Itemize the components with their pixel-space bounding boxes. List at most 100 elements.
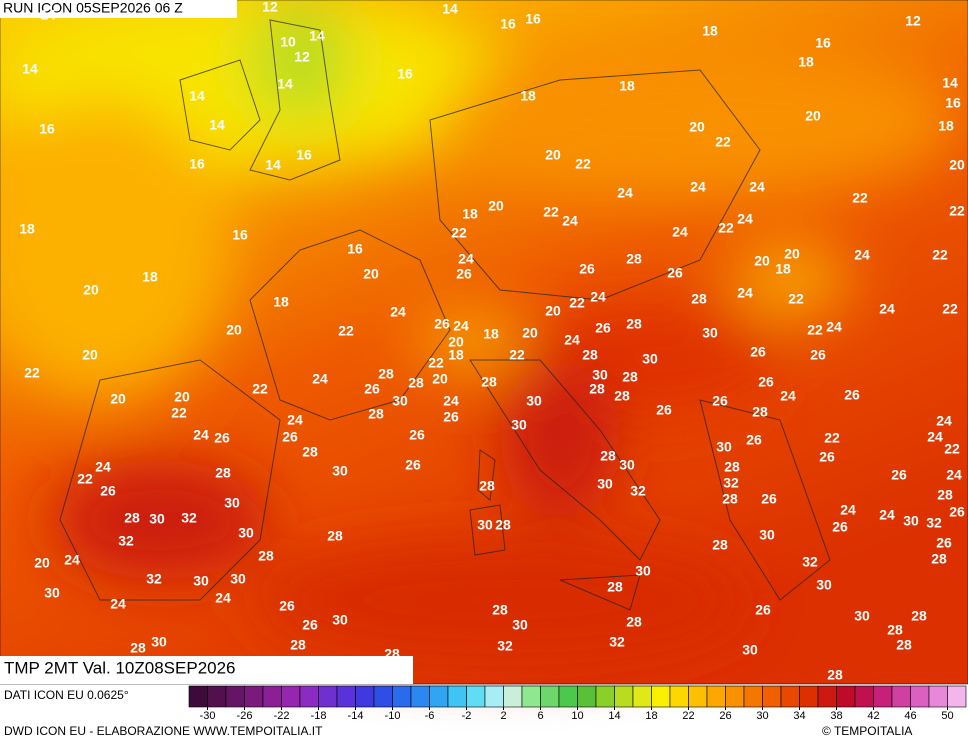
temperature-label: 22 [718,220,734,236]
color-swatch [373,685,393,708]
temperature-label: 24 [110,596,126,612]
temperature-label: 14 [309,28,325,44]
temperature-label: 30 [526,393,542,409]
temperature-label: 30 [642,351,658,367]
color-swatch [410,685,430,708]
temperature-label: 30 [716,439,732,455]
temperature-label: 26 [434,316,450,332]
color-swatch [817,685,837,708]
temperature-label: 24 [749,179,765,195]
temperature-label: 24 [562,213,578,229]
temperature-label: 26 [282,429,298,445]
color-swatch [299,685,319,708]
temperature-label: 22 [715,134,731,150]
temperature-label: 12 [905,13,921,29]
color-swatch [706,685,726,708]
temperature-label: 24 [215,590,231,606]
temperature-label: 22 [569,295,585,311]
temperature-label: 14 [209,117,225,133]
temperature-label: 22 [428,355,444,371]
temperature-label: 16 [347,241,363,257]
color-swatch [928,685,948,708]
temperature-label: 20 [448,334,464,350]
temperature-label: 30 [635,563,651,579]
temperature-label: 30 [597,476,613,492]
temperature-label: 16 [39,121,55,137]
temperature-label: 22 [509,347,525,363]
temperature-label: 30 [759,527,775,543]
temperature-label: 30 [332,612,348,628]
temperature-label: 20 [545,303,561,319]
color-swatch [262,685,282,708]
temperature-label: 22 [171,405,187,421]
temperature-label: 24 [312,371,328,387]
temperature-label: 26 [595,320,611,336]
temperature-label: 26 [949,504,965,520]
temperature-label: 20 [949,157,965,173]
tick-label: 38 [830,710,842,722]
temperature-label: 16 [815,35,831,51]
temperature-label: 30 [238,525,254,541]
temperature-label: 14 [442,1,458,17]
temperature-label: 28 [124,510,140,526]
color-swatch [780,685,800,708]
temperature-label: 18 [273,294,289,310]
temperature-label: 28 [378,366,394,382]
tick-label: 2 [500,710,506,722]
temperature-label: 22 [932,247,948,263]
temperature-label: 24 [826,319,842,335]
tick-label: -30 [200,710,216,722]
tick-label: -14 [348,710,364,722]
header-box [0,0,237,18]
tick-label: 26 [719,710,731,722]
temperature-label: 24 [590,289,606,305]
tick-label: -22 [274,710,290,722]
temperature-label: 22 [824,430,840,446]
tick-label: 22 [682,710,694,722]
temperature-label: 26 [443,409,459,425]
temperature-label: 24 [737,211,753,227]
color-swatch [947,685,967,708]
temperature-label: 32 [497,638,513,654]
temperature-label: 30 [512,617,528,633]
temperature-label: 24 [879,507,895,523]
temperature-label: 24 [946,467,962,483]
temperature-label: 18 [520,88,536,104]
temperature-label: 18 [448,347,464,363]
temperature-label: 20 [805,108,821,124]
temperature-label: 28 [479,478,495,494]
temperature-label: 20 [488,198,504,214]
temperature-label: 24 [780,388,796,404]
temperature-label: 26 [656,402,672,418]
temperature-label: 20 [432,371,448,387]
temperature-label: 24 [95,459,111,475]
tick-label: 42 [867,710,879,722]
temperature-label: 14 [22,61,38,77]
temperature-label: 24 [737,285,753,301]
temperature-label: 30 [619,457,635,473]
temperature-label: 14 [189,88,205,104]
temperature-label: 24 [443,393,459,409]
temperature-label: 26 [758,374,774,390]
color-swatch [244,685,264,708]
temperature-label: 20 [34,555,50,571]
temperature-label: 16 [525,11,541,27]
temperature-label: 24 [879,301,895,317]
temperature-label: 22 [24,365,40,381]
temperature-label: 30 [742,642,758,658]
color-swatch [429,685,449,708]
temperature-label: 28 [896,637,912,653]
temperature-label: 20 [82,347,98,363]
temperature-label: 16 [296,147,312,163]
temperature-label: 30 [816,577,832,593]
temperature-label: 28 [614,388,630,404]
temperature-label: 26 [364,381,380,397]
temperature-label: 30 [392,393,408,409]
temperature-label: 26 [810,347,826,363]
temperature-label: 26 [214,430,230,446]
tick-label: -26 [237,710,253,722]
temperature-label: 26 [891,467,907,483]
color-swatch [447,685,467,708]
temperature-label: 24 [64,552,80,568]
temperature-label: 12 [262,0,278,15]
